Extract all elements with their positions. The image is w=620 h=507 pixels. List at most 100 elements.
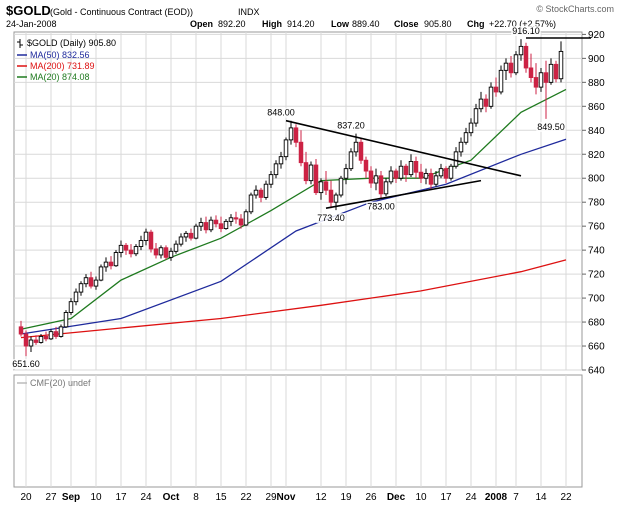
- y-tick-label: 780: [588, 198, 605, 209]
- low-label: Low: [331, 19, 350, 29]
- candle: [449, 164, 453, 181]
- legend-label-price: $GOLD (Daily) 905.80: [27, 38, 116, 48]
- candle-body: [499, 70, 503, 92]
- candle-body: [364, 160, 368, 171]
- x-tick-label-lower: 7: [513, 492, 519, 503]
- candle-body: [109, 262, 113, 266]
- price-panel: 848.00837.20773.40783.00916.10849.50651.…: [11, 26, 605, 385]
- candle: [339, 176, 343, 198]
- candle: [284, 137, 288, 160]
- close-label: Close: [394, 19, 419, 29]
- candle-body: [214, 220, 218, 224]
- price-annotation: 837.20: [337, 121, 365, 131]
- candle: [309, 161, 313, 184]
- candle-body: [349, 152, 353, 169]
- candle-body: [344, 169, 348, 179]
- x-tick-label-lower: 27: [45, 492, 57, 503]
- candle-body: [459, 142, 463, 152]
- legend-label-ma20: MA(20) 874.08: [30, 72, 90, 82]
- x-tick-label-lower: 8: [193, 492, 199, 503]
- candle-body: [29, 340, 33, 346]
- candle-body: [434, 176, 438, 184]
- candle: [249, 193, 253, 215]
- x-tick-label-lower: 24: [140, 492, 152, 503]
- y-tick-label: 740: [588, 246, 605, 257]
- price-annotation: 849.50: [537, 122, 565, 132]
- high-value: 914.20: [287, 19, 315, 29]
- x-tick-label-lower: 14: [535, 492, 547, 503]
- open-label: Open: [190, 19, 213, 29]
- x-tick-label-lower: 24: [465, 492, 477, 503]
- candle-body: [429, 173, 433, 184]
- candle-body: [114, 253, 118, 266]
- candle-body: [369, 171, 373, 183]
- x-tick-label-lower: Nov: [277, 492, 296, 503]
- x-tick-label-lower: 29: [265, 492, 277, 503]
- candle-body: [494, 87, 498, 92]
- candle-body: [374, 176, 378, 183]
- legend-item-price: $GOLD (Daily) 905.80: [17, 38, 116, 48]
- candle-body: [134, 247, 138, 254]
- candle-body: [419, 172, 423, 178]
- candle-body: [89, 278, 93, 286]
- close-value: 905.80: [424, 19, 452, 29]
- candle-body: [544, 73, 548, 83]
- candle-body: [24, 334, 28, 346]
- y-tick-label: 680: [588, 318, 605, 329]
- candle-body: [44, 336, 48, 338]
- exchange: INDX: [238, 7, 260, 17]
- candle-body: [394, 171, 398, 178]
- candle-body: [464, 133, 468, 143]
- candle: [349, 148, 353, 171]
- instrument-name: (Gold - Continuous Contract (EOD)): [50, 7, 193, 17]
- y-tick-label: 760: [588, 222, 605, 233]
- candle-body: [149, 232, 153, 249]
- x-tick-label-lower: Oct: [163, 492, 180, 503]
- x-tick-label-lower: 26: [365, 492, 377, 503]
- y-tick-label: 720: [588, 270, 605, 281]
- y-tick-label: 900: [588, 54, 605, 65]
- symbol: $GOLD: [6, 3, 51, 18]
- candle-body: [64, 312, 68, 326]
- open-value: 892.20: [218, 19, 246, 29]
- candle-body: [439, 169, 443, 176]
- price-annotation: 651.60: [12, 359, 40, 369]
- candle-body: [559, 51, 563, 78]
- candle-body: [454, 152, 458, 166]
- candle-body: [449, 166, 453, 178]
- candle-body: [504, 63, 508, 70]
- candle-body: [54, 332, 58, 337]
- chg-label: Chg: [467, 19, 485, 29]
- candle-body: [549, 64, 553, 82]
- y-tick-label: 700: [588, 294, 605, 305]
- candle-body: [329, 190, 333, 202]
- candle-body: [99, 267, 103, 280]
- candle-body: [259, 190, 263, 197]
- candle: [524, 43, 528, 73]
- candle: [194, 224, 198, 240]
- candle-body: [264, 184, 268, 197]
- x-tick-label-lower: 22: [240, 492, 252, 503]
- candle-body: [124, 245, 128, 250]
- candle-body: [479, 99, 483, 109]
- x-tick-label-lower: Sep: [62, 492, 80, 503]
- candle-body: [164, 248, 168, 258]
- cmf-label: CMF(20) undef: [30, 378, 91, 388]
- x-tick-label-lower: 17: [115, 492, 127, 503]
- y-tick-label: 840: [588, 126, 605, 137]
- candle-body: [254, 190, 258, 195]
- candle-body: [444, 169, 448, 179]
- legend-label-ma200: MA(200) 731.89: [30, 61, 95, 71]
- x-tick-label-lower: 10: [90, 492, 102, 503]
- candle-body: [154, 249, 158, 255]
- y-tick-label: 880: [588, 78, 605, 89]
- candle-body: [294, 128, 298, 142]
- candle-body: [159, 248, 163, 255]
- x-tick-label-lower: 22: [560, 492, 572, 503]
- candle: [149, 230, 153, 253]
- x-tick-label-lower: 15: [215, 492, 227, 503]
- candle-body: [309, 165, 313, 181]
- price-annotation: 773.40: [317, 213, 345, 223]
- candle-body: [234, 218, 238, 219]
